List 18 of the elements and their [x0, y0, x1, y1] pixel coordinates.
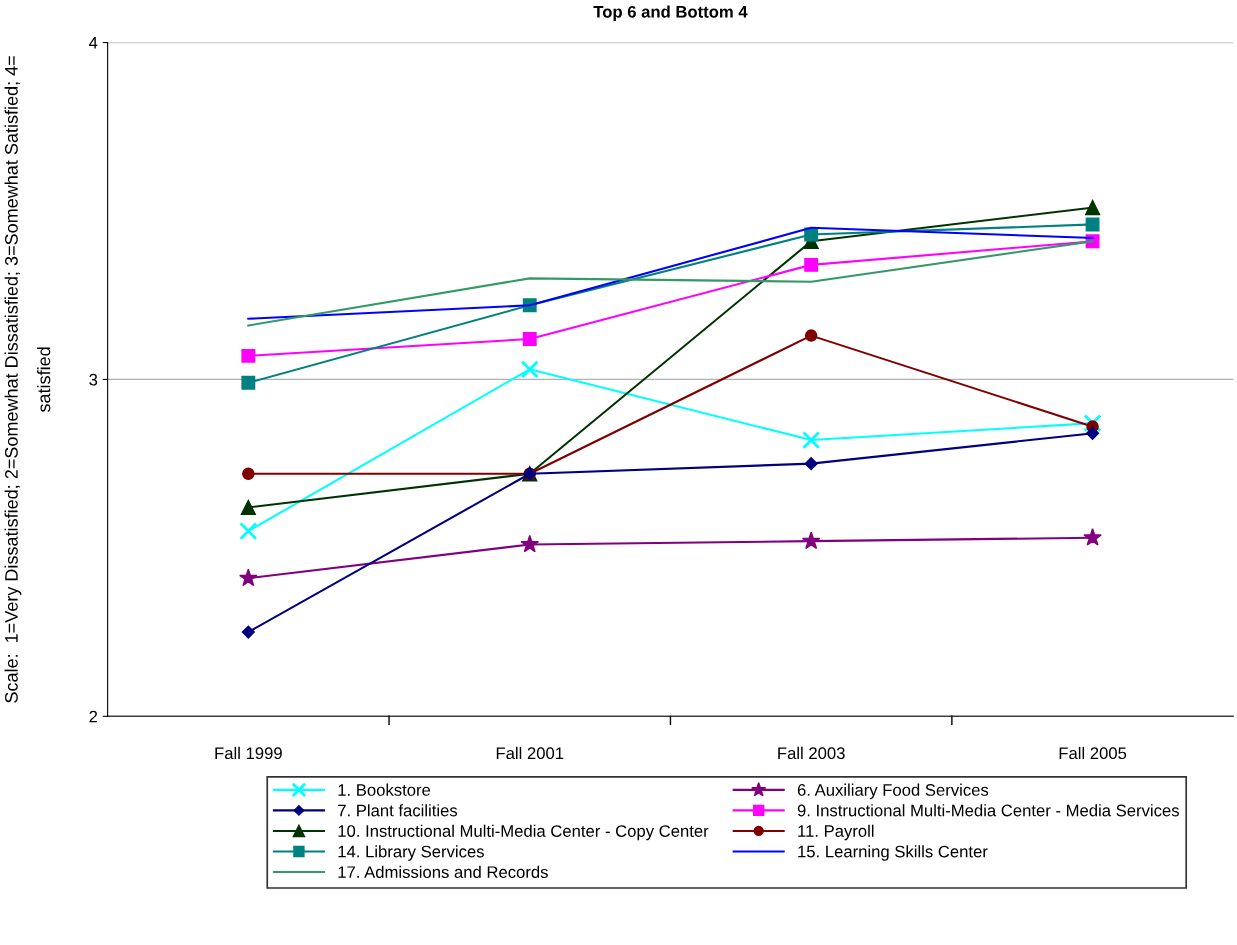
legend-label: 1. Bookstore — [338, 783, 431, 796]
chart-title: Top 6 and Bottom 4 — [593, 5, 748, 21]
legend-label: 17. Admissions and Records — [338, 865, 548, 879]
x-tick-label: Fall 2005 — [1059, 746, 1127, 760]
legend-label: 6. Auxiliary Food Services — [797, 783, 989, 800]
y-tick-label: 3 — [89, 373, 98, 386]
legend-label: 11. Payroll — [798, 824, 874, 841]
y-axis-title: Scale: 1=Very Dissatisfied; 2=Somewhat Dissatisfied; 3=Somewhat Satisfied; 4= satisfied — [4, 56, 51, 703]
x-tick-label: Fall 2001 — [496, 746, 564, 760]
x-tick-label: Fall 2003 — [778, 746, 845, 760]
legend-label: 9. Instructional Multi-Media Center - Media Services — [797, 804, 1179, 817]
legend-label: 7. Plant facilities — [338, 804, 458, 817]
legend-label: 15. Learning Skills Center — [798, 845, 988, 861]
legend-label: 14. Library Services — [338, 845, 484, 861]
x-tick-label: Fall 1999 — [215, 746, 282, 760]
y-tick-label: 4 — [89, 37, 98, 49]
y-tick-label: 2 — [89, 710, 98, 723]
legend-label: 10. Instructional Multi-Media Center - Copy Center — [338, 824, 709, 841]
